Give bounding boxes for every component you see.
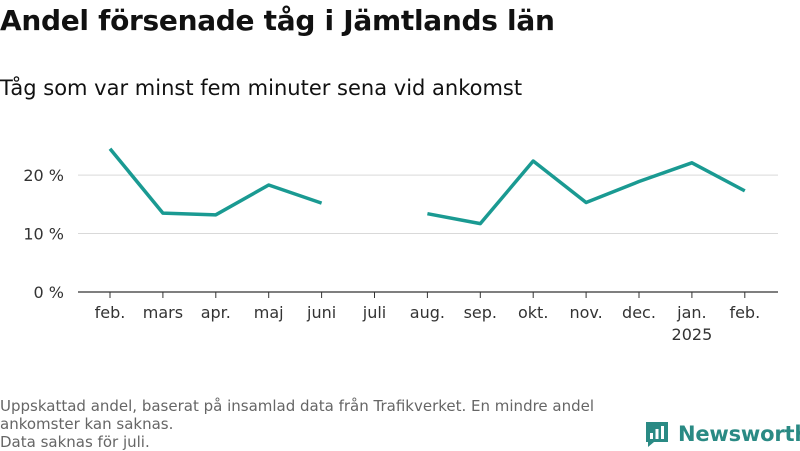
y-tick-label: 20 % [23,166,64,185]
x-tick-label: dec. [622,303,656,322]
x-tick-label: maj [254,303,284,322]
x-tick-label: sep. [464,303,497,322]
bar-chart-logo-icon [646,422,668,447]
footer-missing-note: Data saknas för juli. [0,433,150,451]
brand-name: Newsworthy [678,422,800,446]
y-tick-label: 0 % [34,283,64,302]
x-tick-label: feb. [95,303,126,322]
chart-subtitle: Tåg som var minst fem minuter sena vid a… [0,76,523,100]
series-line [427,159,746,226]
data-point [267,183,271,187]
x-tick-label: feb. [729,303,760,322]
x-tick-label: jan. [676,303,706,322]
footer-note: Uppskattad andel, baserat på insamlad da… [0,397,640,451]
chart-title: Andel försenade tåg i Jämtlands län [0,4,555,37]
data-point [161,211,165,215]
data-point [637,180,641,184]
x-year-label: 2025 [672,325,713,344]
x-tick-label: juni [306,303,336,322]
footer-source-note: Uppskattad andel, baserat på insamlad da… [0,397,595,433]
y-tick-label: 10 % [23,225,64,244]
x-tick-label: apr. [201,303,231,322]
data-point [531,159,535,163]
x-tick-label: juli [362,303,386,322]
data-point [690,161,694,165]
data-point [743,189,747,193]
brand-logo: Newsworthy [644,420,800,448]
data-point [478,222,482,226]
data-point [108,147,112,151]
data-point [214,213,218,217]
series-line [108,147,323,217]
data-point [584,201,588,205]
x-tick-label: nov. [569,303,602,322]
x-tick-label: okt. [518,303,548,322]
data-point [425,212,429,216]
data-point [320,201,324,205]
x-tick-label: aug. [410,303,445,322]
x-tick-label: mars [143,303,183,322]
